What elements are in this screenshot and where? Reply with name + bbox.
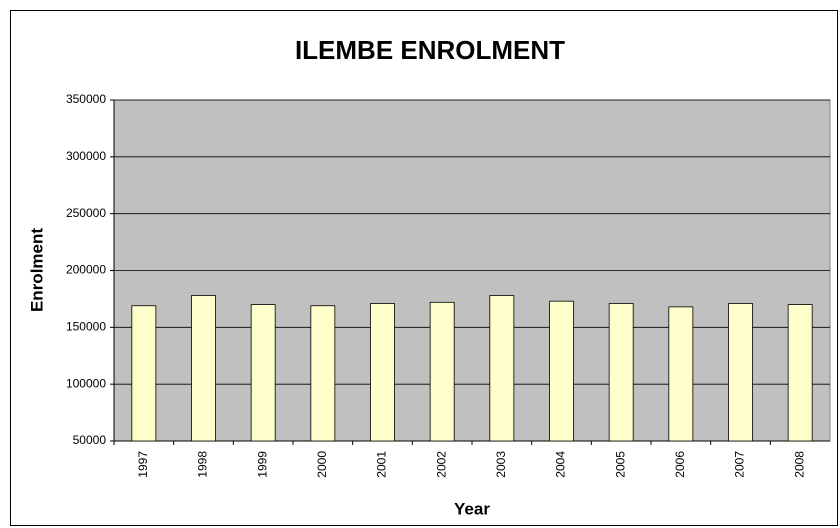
x-tick-label: 1999: [255, 451, 269, 478]
x-axis-title: Year: [454, 499, 490, 518]
x-tick-label: 2001: [375, 451, 389, 478]
bar: [310, 305, 336, 442]
bar: [429, 301, 455, 442]
bar: [728, 303, 753, 442]
x-tick-label: 2007: [733, 451, 747, 478]
bar: [549, 300, 574, 442]
x-tick-label: 2005: [613, 451, 627, 478]
bar: [250, 304, 276, 442]
x-tick-label: 2006: [673, 451, 687, 478]
bar: [668, 306, 694, 442]
y-tick-label: 350000: [66, 92, 106, 106]
x-tick-label: 2008: [792, 451, 806, 478]
x-tick-label: 2000: [315, 451, 329, 478]
x-tick-label: 2002: [434, 451, 448, 478]
bar: [370, 303, 395, 442]
y-axis-title: Enrolment: [27, 228, 46, 312]
y-tick-label: 250000: [66, 206, 106, 220]
y-tick-label: 100000: [66, 376, 106, 390]
y-tick-label: 150000: [66, 320, 106, 334]
y-tick-label: 300000: [66, 149, 106, 163]
x-tick-label: 2003: [494, 451, 508, 478]
bar: [608, 303, 634, 442]
chart-title: ILEMBE ENROLMENT: [295, 35, 565, 65]
x-tick-label: 2004: [554, 451, 568, 478]
bar: [131, 305, 157, 442]
y-tick-label: 200000: [66, 263, 106, 277]
x-tick-label: 1998: [196, 451, 210, 478]
bar: [787, 304, 813, 442]
bar: [489, 295, 515, 442]
y-tick-label: 50000: [73, 433, 107, 447]
bar: [191, 295, 216, 442]
x-tick-label: 1997: [136, 451, 150, 478]
